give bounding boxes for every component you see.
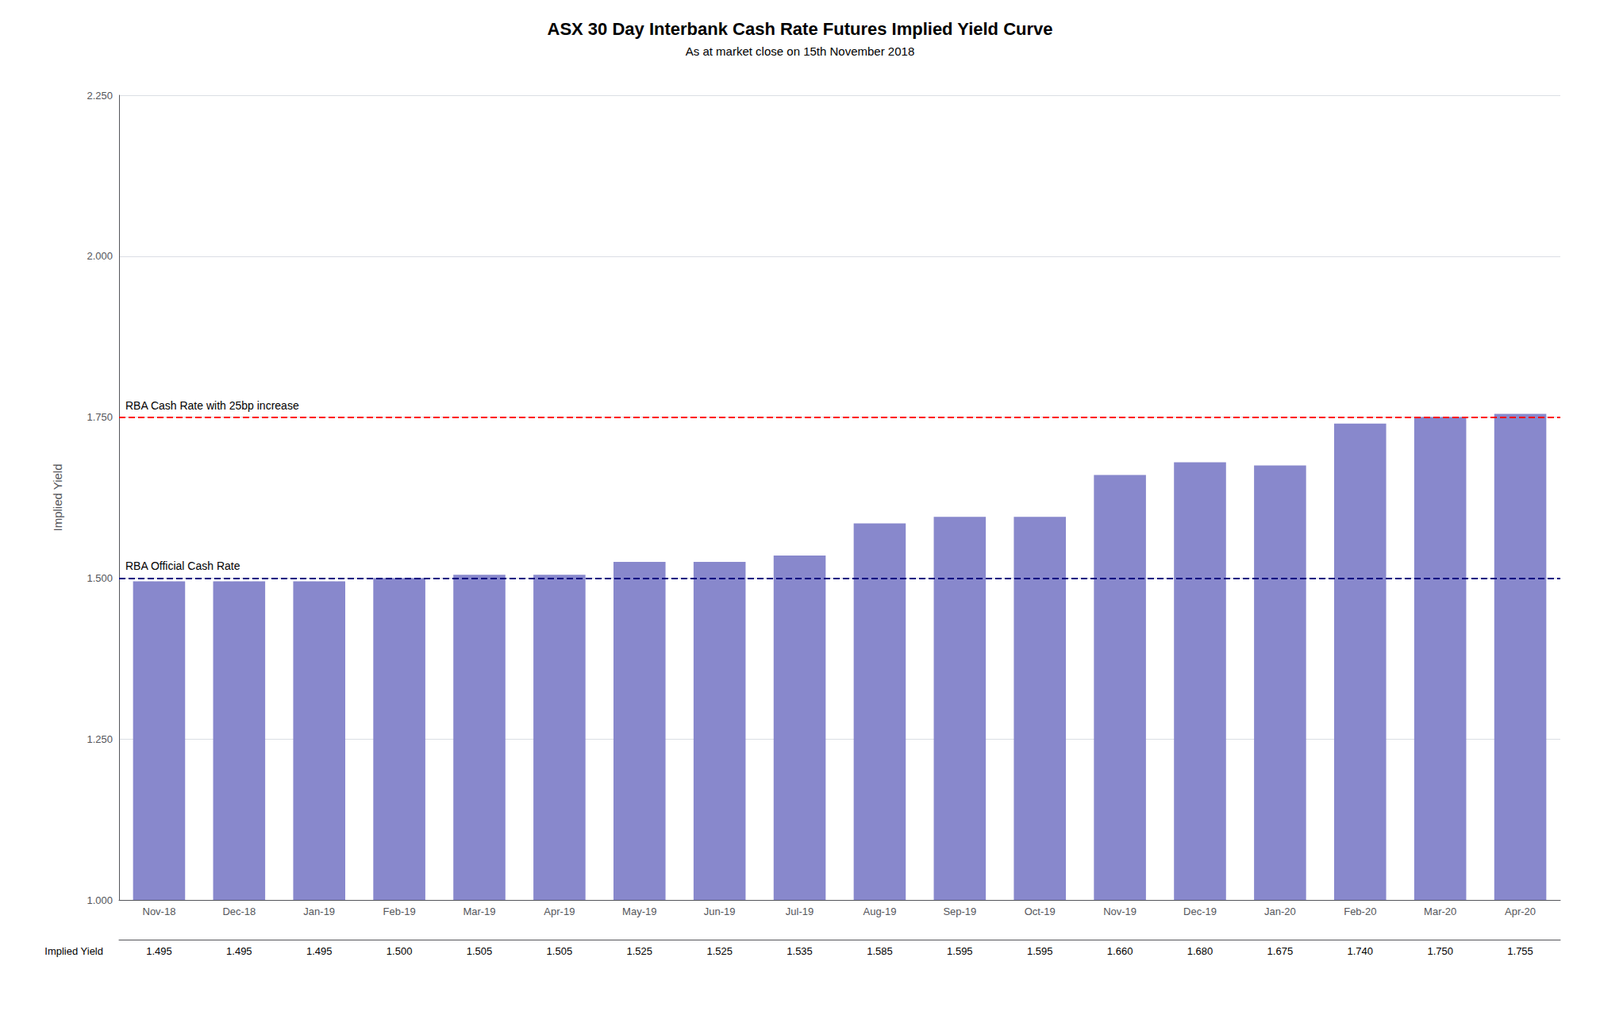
svg-text:Dec-18: Dec-18 (222, 905, 256, 918)
svg-text:1.535: 1.535 (786, 945, 813, 958)
svg-text:Mar-19: Mar-19 (462, 905, 496, 918)
svg-text:Jan-19: Jan-19 (303, 905, 335, 918)
svg-text:1.595: 1.595 (1026, 945, 1054, 958)
svg-text:2.000: 2.000 (86, 250, 113, 262)
svg-text:Sep-19: Sep-19 (942, 905, 977, 918)
svg-text:Implied Yield: Implied Yield (50, 463, 65, 531)
svg-text:1.680: 1.680 (1187, 945, 1214, 958)
svg-text:Jun-19: Jun-19 (703, 905, 736, 918)
svg-text:1.750: 1.750 (1426, 945, 1454, 958)
svg-text:1.000: 1.000 (86, 894, 113, 907)
svg-text:1.525: 1.525 (626, 945, 654, 958)
svg-text:Oct-19: Oct-19 (1024, 905, 1056, 918)
svg-text:RBA Cash Rate with 25bp increa: RBA Cash Rate with 25bp increase (125, 399, 300, 412)
svg-text:1.675: 1.675 (1267, 945, 1294, 958)
svg-text:Feb-19: Feb-19 (383, 905, 416, 918)
svg-text:Mar-20: Mar-20 (1423, 905, 1457, 918)
svg-text:1.660: 1.660 (1107, 945, 1134, 958)
svg-text:1.755: 1.755 (1507, 945, 1534, 958)
svg-text:1.250: 1.250 (86, 733, 113, 746)
svg-text:1.505: 1.505 (546, 945, 574, 958)
svg-text:Aug-19: Aug-19 (862, 905, 897, 918)
svg-text:Nov-18: Nov-18 (142, 905, 176, 918)
svg-text:1.525: 1.525 (706, 945, 733, 958)
svg-text:ASX 30 Day Interbank Cash Rate: ASX 30 Day Interbank Cash Rate Futures I… (547, 19, 1054, 39)
svg-text:Dec-19: Dec-19 (1183, 905, 1217, 918)
svg-text:May-19: May-19 (622, 905, 657, 918)
svg-text:1.750: 1.750 (86, 411, 113, 424)
svg-text:1.585: 1.585 (866, 945, 893, 958)
svg-text:1.495: 1.495 (146, 945, 173, 958)
svg-text:Nov-19: Nov-19 (1103, 905, 1137, 918)
svg-text:1.495: 1.495 (226, 945, 253, 958)
svg-text:1.500: 1.500 (386, 945, 413, 958)
svg-text:Apr-20: Apr-20 (1504, 905, 1536, 918)
svg-text:RBA Official Cash Rate: RBA Official Cash Rate (125, 559, 241, 573)
svg-text:1.595: 1.595 (946, 945, 974, 958)
svg-text:Jan-20: Jan-20 (1264, 905, 1297, 918)
svg-text:Jul-19: Jul-19 (785, 905, 814, 918)
svg-text:Feb-20: Feb-20 (1343, 905, 1377, 918)
svg-text:2.250: 2.250 (86, 89, 113, 102)
svg-text:1.505: 1.505 (466, 945, 493, 958)
svg-text:1.740: 1.740 (1347, 945, 1374, 958)
svg-text:1.495: 1.495 (306, 945, 333, 958)
svg-text:Implied Yield: Implied Yield (44, 945, 104, 958)
svg-text:As at market close on 15th Nov: As at market close on 15th November 2018 (685, 44, 916, 58)
svg-text:1.500: 1.500 (86, 572, 113, 585)
svg-text:Apr-19: Apr-19 (543, 905, 575, 918)
